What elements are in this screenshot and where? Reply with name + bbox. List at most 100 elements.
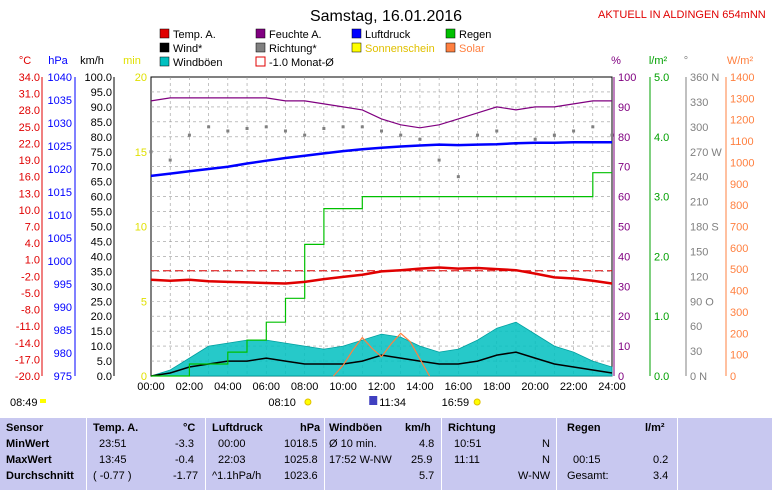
series-richtung-point — [572, 129, 576, 133]
x-tick-label: 00:00 — [137, 381, 165, 393]
temp-tick-label: 31.0 — [19, 89, 40, 101]
temp-tick-label: -2.0 — [21, 271, 40, 283]
table-cell: 1025.8 — [284, 454, 318, 466]
series-richtung-point — [591, 125, 595, 129]
series-richtung-point — [226, 129, 230, 133]
temp-tick-label: -17.0 — [15, 354, 40, 366]
kmh-tick-label: 45.0 — [91, 236, 112, 248]
table-cell: W-NW — [518, 470, 551, 482]
temp-tick-label: 28.0 — [19, 105, 40, 117]
table-cell: 00:00 — [218, 438, 246, 450]
rain-tick-label: 5.0 — [654, 72, 669, 84]
hum-tick-label: 50 — [618, 222, 630, 234]
table-unit-temp: °C — [183, 422, 196, 434]
legend-label: Sonnenschein — [365, 43, 435, 55]
legend-swatch — [159, 56, 170, 67]
axis-unit-solar: W/m² — [727, 55, 754, 67]
temp-tick-label: -20.0 — [15, 371, 40, 383]
kmh-tick-label: 75.0 — [91, 147, 112, 159]
legend-label: Temp. A. — [173, 29, 216, 41]
solar-tick-label: 1300 — [730, 93, 754, 105]
solar-tick-label: 1000 — [730, 157, 754, 169]
x-tick-label: 18:00 — [483, 381, 511, 393]
table-col-sensor: Sensor MinWert MaxWert Durchschnitt — [0, 418, 87, 490]
legend-swatch — [445, 42, 456, 53]
table-cell: 4.8 — [419, 438, 435, 450]
table-cell: 5.7 — [419, 470, 435, 482]
min-tick-label: 15 — [135, 147, 147, 159]
legend-swatch — [351, 42, 362, 53]
solar-tick-label: 1200 — [730, 115, 754, 127]
solar-tick-label: 700 — [730, 222, 748, 234]
hpa-tick-label: 985 — [54, 325, 72, 337]
dir-tick-label: 210 — [690, 197, 708, 209]
table-cell: 13:45 — [99, 454, 127, 466]
axis-unit-rain: l/m² — [649, 55, 668, 67]
series-richtung-point — [533, 137, 537, 141]
legend-label: Solar — [459, 43, 485, 55]
legend-label: Wind* — [173, 43, 203, 55]
x-tick-label: 24:00 — [598, 381, 626, 393]
hum-tick-label: 30 — [618, 281, 630, 293]
series-richtung-point — [552, 133, 556, 137]
hpa-tick-label: 1015 — [48, 187, 72, 199]
axis-unit-dir: ° — [684, 55, 688, 67]
weather-chart: Samstag, 16.01.2016 AKTUELL IN ALDINGEN 6… — [10, 8, 766, 409]
hpa-tick-label: 1020 — [48, 164, 72, 176]
dir-tick-label: 90 O — [690, 296, 714, 308]
sunset-icon — [473, 398, 481, 406]
hpa-tick-label: 1005 — [48, 233, 72, 245]
table-unit-gust: km/h — [405, 422, 431, 434]
series-richtung-point — [303, 133, 307, 137]
x-tick-label: 20:00 — [521, 381, 549, 393]
rain-tick-label: 2.0 — [654, 251, 669, 263]
hum-tick-label: 60 — [618, 192, 630, 204]
temp-tick-label: 22.0 — [19, 138, 40, 150]
kmh-tick-label: 30.0 — [91, 281, 112, 293]
x-tick-label: 14:00 — [406, 381, 434, 393]
series-temp — [150, 266, 613, 285]
series-regen — [151, 172, 612, 377]
hpa-tick-label: 990 — [54, 302, 72, 314]
series-feuchte — [150, 97, 612, 129]
dir-tick-label: 360 N — [690, 72, 719, 84]
table-cell: Gesamt: — [567, 470, 609, 482]
solar-tick-label: 1400 — [730, 72, 754, 84]
temp-tick-label: -11.0 — [16, 321, 40, 333]
table-col-rain: Regen l/m² 00:15 0.2 Gesamt: 3.4 — [557, 418, 678, 490]
table-cell: 1018.5 — [284, 438, 318, 450]
solar-tick-label: 0 — [730, 371, 736, 383]
hpa-tick-label: 1035 — [48, 95, 72, 107]
kmh-tick-label: 10.0 — [91, 341, 112, 353]
sunset-time: 16:59 — [442, 397, 470, 409]
table-unit-rain: l/m² — [645, 422, 665, 434]
table-head-rain: Regen — [567, 422, 601, 434]
series-richtung-point — [380, 129, 383, 133]
axis-unit-hum: % — [611, 55, 621, 67]
legend-swatch — [255, 56, 266, 67]
kmh-tick-label: 25.0 — [91, 296, 112, 308]
x-tick-label: 10:00 — [329, 381, 357, 393]
dir-tick-label: 180 S — [690, 222, 719, 234]
sunrise-time: 08:10 — [268, 397, 296, 409]
temp-tick-label: 34.0 — [19, 72, 40, 84]
hum-tick-label: 70 — [618, 162, 630, 174]
dir-tick-label: 30 — [690, 346, 702, 358]
legend-swatch — [351, 28, 362, 39]
kmh-tick-label: 100.0 — [84, 72, 112, 84]
table-cell: N — [542, 454, 550, 466]
hpa-tick-label: 1025 — [48, 141, 72, 153]
kmh-tick-label: 65.0 — [91, 177, 112, 189]
series-richtung-point — [264, 125, 268, 129]
kmh-tick-label: 0.0 — [97, 371, 112, 383]
series-richtung-point — [168, 158, 172, 162]
legend-swatch — [159, 42, 170, 53]
hpa-tick-label: 1040 — [48, 72, 72, 84]
noon-time: 11:34 — [379, 397, 406, 409]
temp-tick-label: -14.0 — [15, 338, 40, 350]
series-richtung-point — [360, 125, 364, 129]
x-tick-label: 08:00 — [291, 381, 319, 393]
rain-tick-label: 1.0 — [654, 311, 669, 323]
x-tick-label: 12:00 — [368, 381, 396, 393]
hpa-tick-label: 995 — [54, 279, 72, 291]
